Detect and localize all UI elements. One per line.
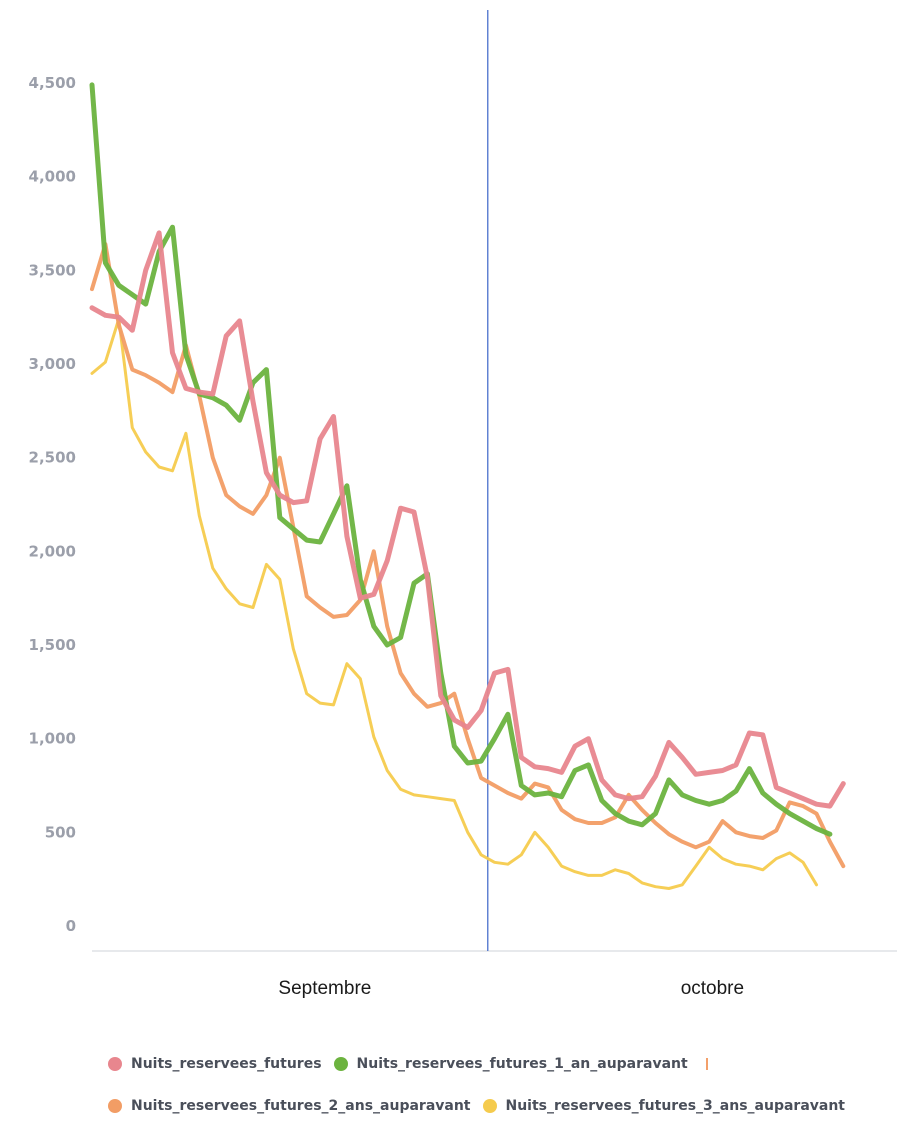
y-tick-label: 1,000 [29, 730, 76, 748]
y-tick-label: 0 [66, 917, 76, 935]
legend-dot-icon [333, 1057, 348, 1071]
y-axis: 0 500 1,000 1,500 2,000 2,500 3,000 3,500 4,000 4… [29, 74, 76, 935]
series-line-3[interactable] [90, 317, 818, 890]
x-tick-label: octobre [681, 978, 744, 999]
legend-dot-icon [482, 1099, 497, 1113]
legend-row-1: Nuits_reservees_futures Nuits_reservees_… [108, 1050, 888, 1078]
legend-label: Nuits_reservees_futures_3_ans_auparavant [505, 1098, 846, 1114]
legend-row-2: Nuits_reservees_futures_2_ans_auparavant… [108, 1092, 888, 1120]
series-layer [89, 82, 846, 890]
x-tick-label: Septembre [278, 978, 371, 999]
y-tick-label: 1,500 [29, 636, 76, 654]
y-tick-label: 2,500 [29, 449, 76, 467]
y-tick-label: 4,000 [29, 168, 76, 186]
legend-label: Nuits_reservees_futures_2_ans_auparavant [131, 1098, 471, 1114]
legend-overflow-marker [705, 1058, 708, 1070]
y-tick-label: 2,000 [29, 542, 76, 560]
legend-label: Nuits_reservees_futures_1_an_auparavant [356, 1056, 688, 1072]
legend-label: Nuits_reservees_futures [131, 1056, 322, 1072]
legend-item-current[interactable]: Nuits_reservees_futures [108, 1056, 322, 1072]
y-tick-label: 500 [45, 823, 76, 841]
series-line-1[interactable] [89, 82, 833, 837]
legend-item-3-years-ago[interactable]: Nuits_reservees_futures_3_ans_auparavant [482, 1098, 846, 1114]
legend-dot-icon [108, 1099, 122, 1113]
x-axis: Septembre octobre [92, 10, 897, 999]
y-tick-label: 3,500 [29, 261, 76, 279]
legend-dot-icon [108, 1057, 122, 1071]
y-tick-label: 3,000 [29, 355, 76, 373]
y-tick-label: 4,500 [29, 74, 76, 92]
series-line-0[interactable] [89, 230, 846, 809]
legend: Nuits_reservees_futures Nuits_reservees_… [108, 1050, 888, 1134]
legend-item-1-year-ago[interactable]: Nuits_reservees_futures_1_an_auparavant [333, 1056, 688, 1072]
series-line-2[interactable] [90, 242, 846, 869]
line-chart: 0 500 1,000 1,500 2,000 2,500 3,000 3,500 4,000 4… [29, 10, 897, 999]
legend-item-2-years-ago[interactable]: Nuits_reservees_futures_2_ans_auparavant [108, 1098, 471, 1114]
